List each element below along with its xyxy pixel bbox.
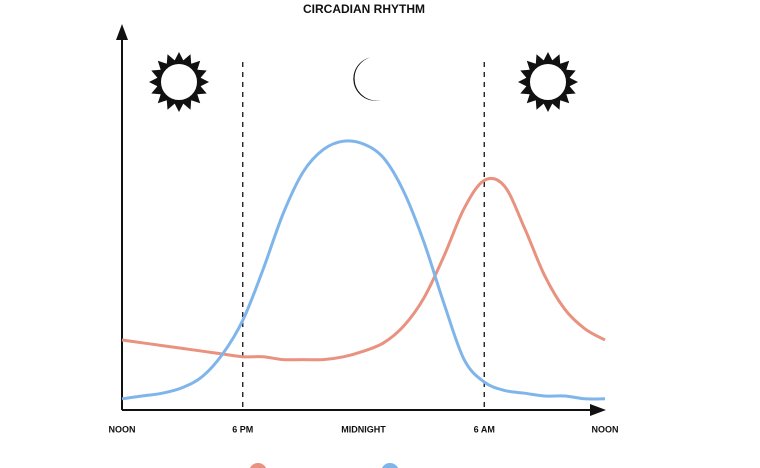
x-tick-label: 6 PM (232, 424, 253, 434)
sun-body (157, 60, 201, 104)
legend-marker (249, 463, 267, 468)
x-tick-label: MIDNIGHT (341, 424, 386, 434)
x-tick-label: 6 AM (474, 424, 495, 434)
x-axis-arrow (590, 404, 606, 416)
x-tick-label: NOON (592, 424, 619, 434)
series-line (121, 176, 606, 362)
series-line (121, 139, 606, 401)
moon-icon (353, 57, 381, 101)
icons (149, 52, 578, 112)
legend-marker (381, 463, 399, 468)
sun-body (526, 60, 570, 104)
chart-title: CIRCADIAN RHYTHM (303, 2, 425, 16)
y-axis-arrow (116, 24, 128, 40)
x-tick-label: NOON (109, 424, 136, 434)
